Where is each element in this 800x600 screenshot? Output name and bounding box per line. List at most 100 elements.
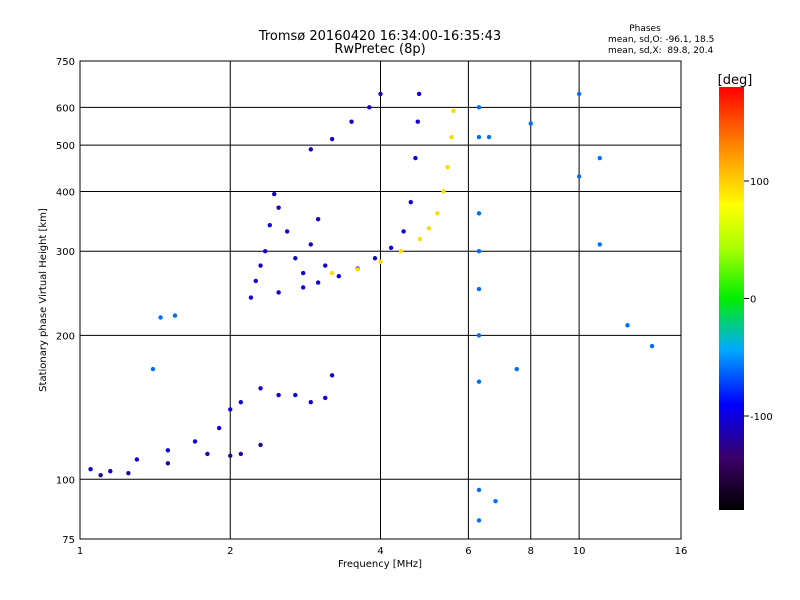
data-point [276, 392, 281, 398]
data-point [417, 236, 423, 242]
data-point [263, 249, 268, 254]
data-point [276, 290, 281, 295]
x-tick-label: 1 [77, 546, 83, 557]
colorbar [719, 87, 744, 510]
data-point [308, 399, 313, 405]
data-point [476, 286, 482, 292]
data-point [228, 407, 233, 412]
data-point [493, 498, 498, 504]
y-tick-label: 600 [56, 103, 75, 114]
data-point [388, 245, 394, 250]
data-point [576, 91, 582, 97]
data-point [216, 425, 222, 431]
chart-title: Tromsø 20160420 16:34:00-16:35:43 [258, 29, 501, 44]
phases-x-line: mean, sd,X: 89.8, 20.4 [608, 46, 714, 56]
data-point [378, 259, 383, 265]
data-point [445, 164, 450, 170]
data-point [528, 121, 533, 126]
x-tick-label: 8 [528, 546, 534, 557]
data-point [276, 205, 281, 210]
data-point [284, 229, 290, 234]
data-point [476, 105, 482, 110]
grid-lines [80, 61, 681, 539]
axis-ticks: 1 2 4 6 8 10 16 75 100 200 300 400 500 600 750 [56, 57, 687, 557]
colorbar-label: [deg] [718, 73, 753, 88]
colorbar-tick-label: 100 [750, 177, 769, 188]
data-point [134, 457, 140, 462]
data-point [476, 333, 482, 338]
data-point [192, 439, 198, 444]
data-point [238, 399, 244, 405]
data-point [441, 189, 446, 194]
data-point [401, 229, 406, 234]
data-point [315, 217, 321, 222]
data-point [165, 448, 171, 453]
data-point [228, 453, 233, 458]
data-point [205, 451, 210, 457]
data-point [267, 223, 272, 228]
y-tick-label: 75 [62, 535, 75, 546]
data-point [88, 466, 93, 472]
data-point [315, 280, 321, 285]
data-point [258, 386, 263, 391]
data-point [625, 323, 630, 328]
x-tick-label: 4 [377, 546, 383, 557]
data-point [300, 285, 306, 290]
colorbar-ticks: 100 0 -100 [744, 177, 773, 423]
y-tick-label: 500 [56, 141, 75, 152]
data-point [329, 373, 335, 378]
data-point [165, 461, 171, 466]
data-point [415, 119, 420, 124]
data-point [329, 270, 335, 276]
data-point [514, 366, 519, 372]
data-point [172, 313, 178, 318]
y-tick-label: 100 [56, 475, 75, 486]
data-points [88, 91, 655, 523]
data-point [449, 134, 454, 140]
data-point [476, 134, 482, 140]
x-tick-label: 2 [227, 546, 233, 557]
data-point [248, 295, 254, 300]
data-point [476, 379, 482, 384]
data-point [238, 451, 244, 457]
x-tick-label: 10 [573, 546, 586, 557]
colorbar-tick-label: 0 [750, 295, 756, 306]
data-point [293, 392, 298, 398]
chart-subtitle: RwPretec (8p) [334, 42, 425, 57]
data-point [597, 242, 602, 247]
data-point [126, 470, 131, 476]
data-point [476, 518, 482, 523]
data-point [367, 105, 372, 110]
data-point [476, 249, 482, 254]
data-point [308, 242, 313, 247]
data-point [476, 487, 482, 493]
data-point [300, 270, 306, 276]
data-point [416, 91, 422, 97]
data-point [336, 273, 342, 279]
colorbar-tick-label: -100 [750, 412, 773, 423]
data-point [486, 134, 492, 140]
data-point [258, 442, 263, 448]
data-point [323, 263, 328, 268]
data-point [272, 191, 277, 197]
phases-o-line: mean, sd,O: -96.1, 18.5 [608, 35, 714, 45]
y-tick-label: 200 [56, 331, 75, 342]
data-point [378, 91, 383, 97]
x-tick-label: 16 [675, 546, 688, 557]
data-point [597, 155, 602, 161]
data-point [413, 155, 418, 161]
data-point [258, 263, 263, 268]
y-tick-label: 300 [56, 247, 75, 258]
x-tick-label: 6 [465, 546, 471, 557]
y-axis-label: Stationary phase Virtual Height [km] [38, 208, 49, 392]
data-point [108, 468, 113, 474]
data-point [451, 108, 456, 114]
data-point [150, 366, 156, 372]
data-point [308, 147, 313, 152]
data-point [355, 267, 360, 272]
data-point [576, 174, 582, 179]
y-tick-label: 750 [56, 57, 75, 68]
data-point [398, 249, 404, 254]
data-point [253, 278, 258, 284]
